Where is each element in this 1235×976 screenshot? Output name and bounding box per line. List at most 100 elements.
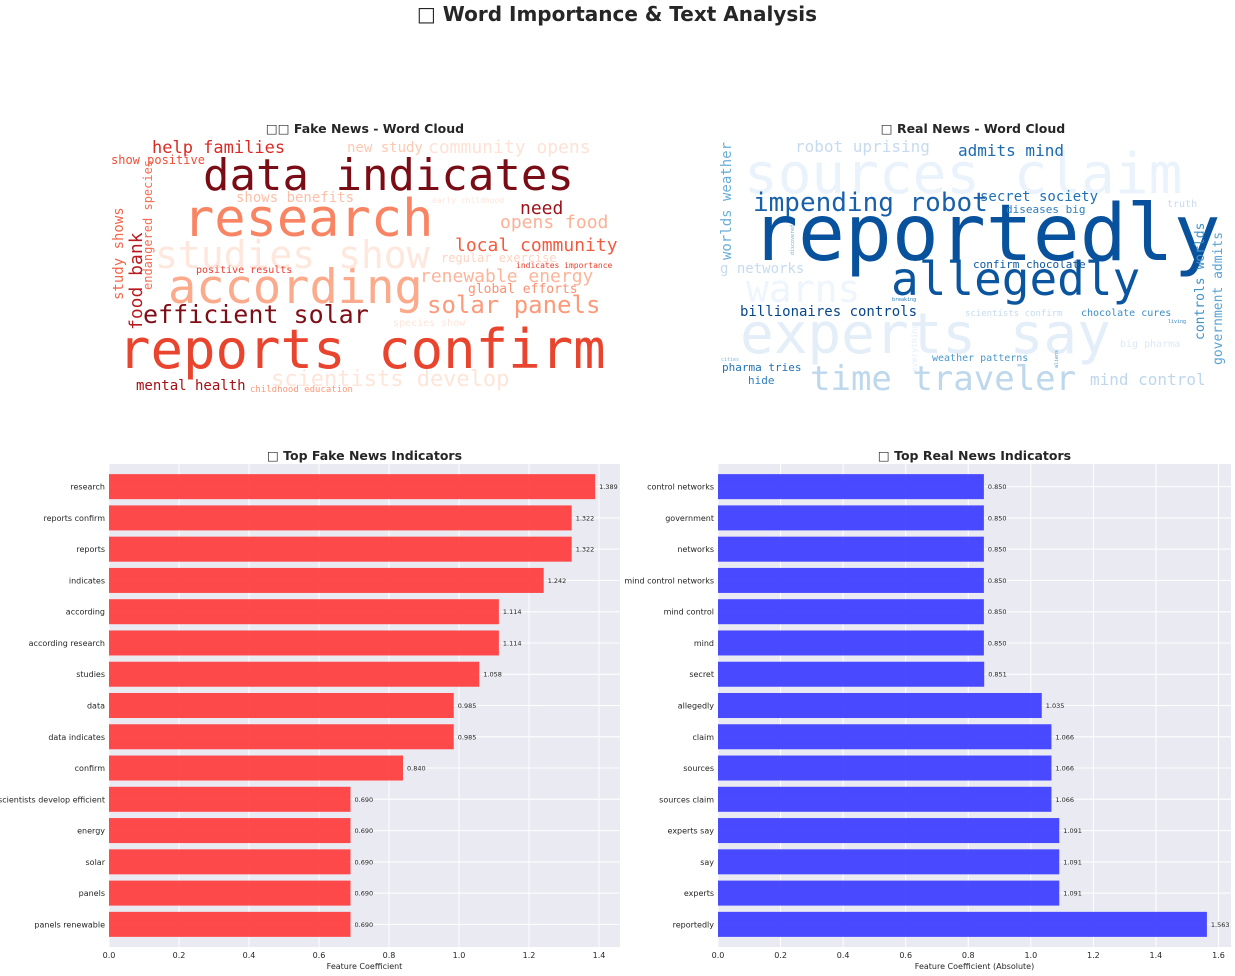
category-label: according bbox=[66, 608, 105, 617]
fake-wordcloud-title-glyph-icon: □□ bbox=[266, 121, 290, 136]
chart-title-glyph-icon: □ bbox=[878, 448, 894, 463]
real-wordcloud-title-glyph-icon: □ bbox=[881, 121, 893, 136]
value-label: 1.066 bbox=[1055, 733, 1074, 741]
value-label: 1.389 bbox=[599, 483, 618, 491]
value-label: 1.322 bbox=[576, 546, 595, 554]
bar bbox=[109, 661, 480, 687]
real-word: sources claim bbox=[744, 142, 1182, 207]
fake-word: food bank bbox=[126, 232, 147, 330]
x-tick-label: 1.4 bbox=[1150, 951, 1163, 960]
value-label: 1.066 bbox=[1055, 796, 1074, 804]
bar bbox=[718, 661, 985, 687]
bar bbox=[718, 818, 1060, 844]
category-label: energy bbox=[77, 827, 105, 836]
fake-wordcloud-title: □□ Fake News - Word Cloud bbox=[266, 121, 464, 136]
real-word: hide bbox=[748, 374, 775, 387]
fake-word: regular exercise bbox=[441, 251, 557, 265]
value-label: 0.850 bbox=[988, 483, 1007, 491]
bar bbox=[718, 880, 1060, 906]
bar bbox=[109, 474, 596, 500]
real-word: pharma tries bbox=[722, 361, 801, 374]
category-label: data bbox=[87, 702, 105, 711]
category-label: government bbox=[665, 514, 714, 523]
value-label: 1.035 bbox=[1046, 702, 1065, 710]
x-axis-label: Feature Coefficient bbox=[327, 962, 403, 971]
real-word: allegedly bbox=[891, 252, 1140, 306]
fake-word: help families bbox=[152, 138, 285, 158]
value-label: 0.690 bbox=[355, 921, 374, 929]
category-label: experts bbox=[684, 889, 714, 898]
bar bbox=[109, 536, 572, 562]
fake-word: new study bbox=[347, 140, 423, 156]
value-label: 1.114 bbox=[503, 639, 522, 647]
bar bbox=[109, 818, 351, 844]
real-word: government admits bbox=[1211, 232, 1226, 365]
bar bbox=[109, 849, 351, 875]
bar bbox=[109, 630, 499, 656]
value-label: 0.850 bbox=[988, 608, 1007, 616]
category-label: say bbox=[700, 858, 714, 867]
value-label: 0.690 bbox=[355, 827, 374, 835]
real-word: aliens bbox=[1054, 350, 1060, 368]
real-word: weather patterns bbox=[932, 353, 1028, 364]
real-indicators-chart: □ Top Real News Indicators 0.0 0.2 0.4 0.6 0.… bbox=[624, 448, 1231, 971]
real-word: controls worlds bbox=[1193, 223, 1208, 340]
value-label: 1.242 bbox=[548, 577, 567, 585]
bar bbox=[109, 505, 572, 531]
value-label: 0.850 bbox=[988, 514, 1007, 522]
fake-word: species show bbox=[393, 318, 466, 329]
value-label: 1.066 bbox=[1055, 765, 1074, 773]
category-label: networks bbox=[677, 545, 714, 554]
x-tick-label: 0.6 bbox=[899, 951, 912, 960]
real-word: g networks bbox=[720, 261, 804, 277]
x-tick-label: 1.0 bbox=[1024, 951, 1037, 960]
fake-word: opens food bbox=[500, 212, 608, 233]
bar bbox=[109, 724, 454, 750]
real-word: robot uprising bbox=[795, 137, 930, 156]
category-label: allegedly bbox=[678, 702, 715, 711]
value-label: 1.114 bbox=[503, 608, 522, 616]
real-word: time traveler bbox=[810, 359, 1076, 399]
bar bbox=[718, 599, 984, 625]
chart-title: □ Top Real News Indicators bbox=[878, 448, 1071, 463]
fake-word: local community bbox=[455, 235, 618, 256]
fake-word: efficient solar bbox=[143, 300, 369, 329]
value-label: 0.851 bbox=[988, 671, 1007, 679]
fake-word: endangered species bbox=[141, 160, 155, 290]
value-label: 0.850 bbox=[988, 639, 1007, 647]
real-word: impending robot bbox=[753, 188, 988, 218]
bar bbox=[718, 505, 984, 531]
real-word: cities bbox=[721, 357, 739, 363]
real-word: discovered bbox=[790, 225, 796, 255]
real-word: scientists confirm bbox=[965, 309, 1063, 319]
fake-word: study shows bbox=[111, 207, 127, 300]
category-label: reports bbox=[76, 545, 105, 554]
real-wordcloud-title: □ Real News - Word Cloud bbox=[881, 121, 1065, 136]
bar bbox=[718, 911, 1207, 937]
fake-word: reports confirm bbox=[118, 318, 606, 381]
bar bbox=[718, 474, 984, 500]
real-word: experts say bbox=[740, 302, 1111, 367]
real-word: diseases big bbox=[1006, 203, 1085, 216]
category-label: panels renewable bbox=[34, 920, 105, 929]
value-label: 0.850 bbox=[988, 546, 1007, 554]
bar bbox=[109, 567, 544, 593]
x-tick-label: 0.0 bbox=[712, 951, 725, 960]
fake-indicators-chart: □ Top Fake News Indicators 0.0 0.2 0.4 0.6 0.… bbox=[0, 448, 620, 971]
x-tick-label: 1.2 bbox=[523, 951, 536, 960]
real-word: worlds weather bbox=[719, 142, 735, 260]
category-label: mind control networks bbox=[624, 576, 714, 585]
category-label: confirm bbox=[75, 764, 106, 773]
category-label: panels bbox=[79, 889, 105, 898]
bar bbox=[718, 849, 1060, 875]
bar bbox=[109, 692, 454, 719]
fake-word: need bbox=[520, 198, 563, 219]
real-word: chocolate cures bbox=[1081, 308, 1171, 319]
x-tick-label: 0.0 bbox=[103, 951, 116, 960]
category-label: claim bbox=[692, 733, 714, 742]
category-label: mind bbox=[694, 639, 714, 648]
fake-word: community opens bbox=[428, 137, 591, 158]
value-label: 1.091 bbox=[1063, 827, 1082, 835]
